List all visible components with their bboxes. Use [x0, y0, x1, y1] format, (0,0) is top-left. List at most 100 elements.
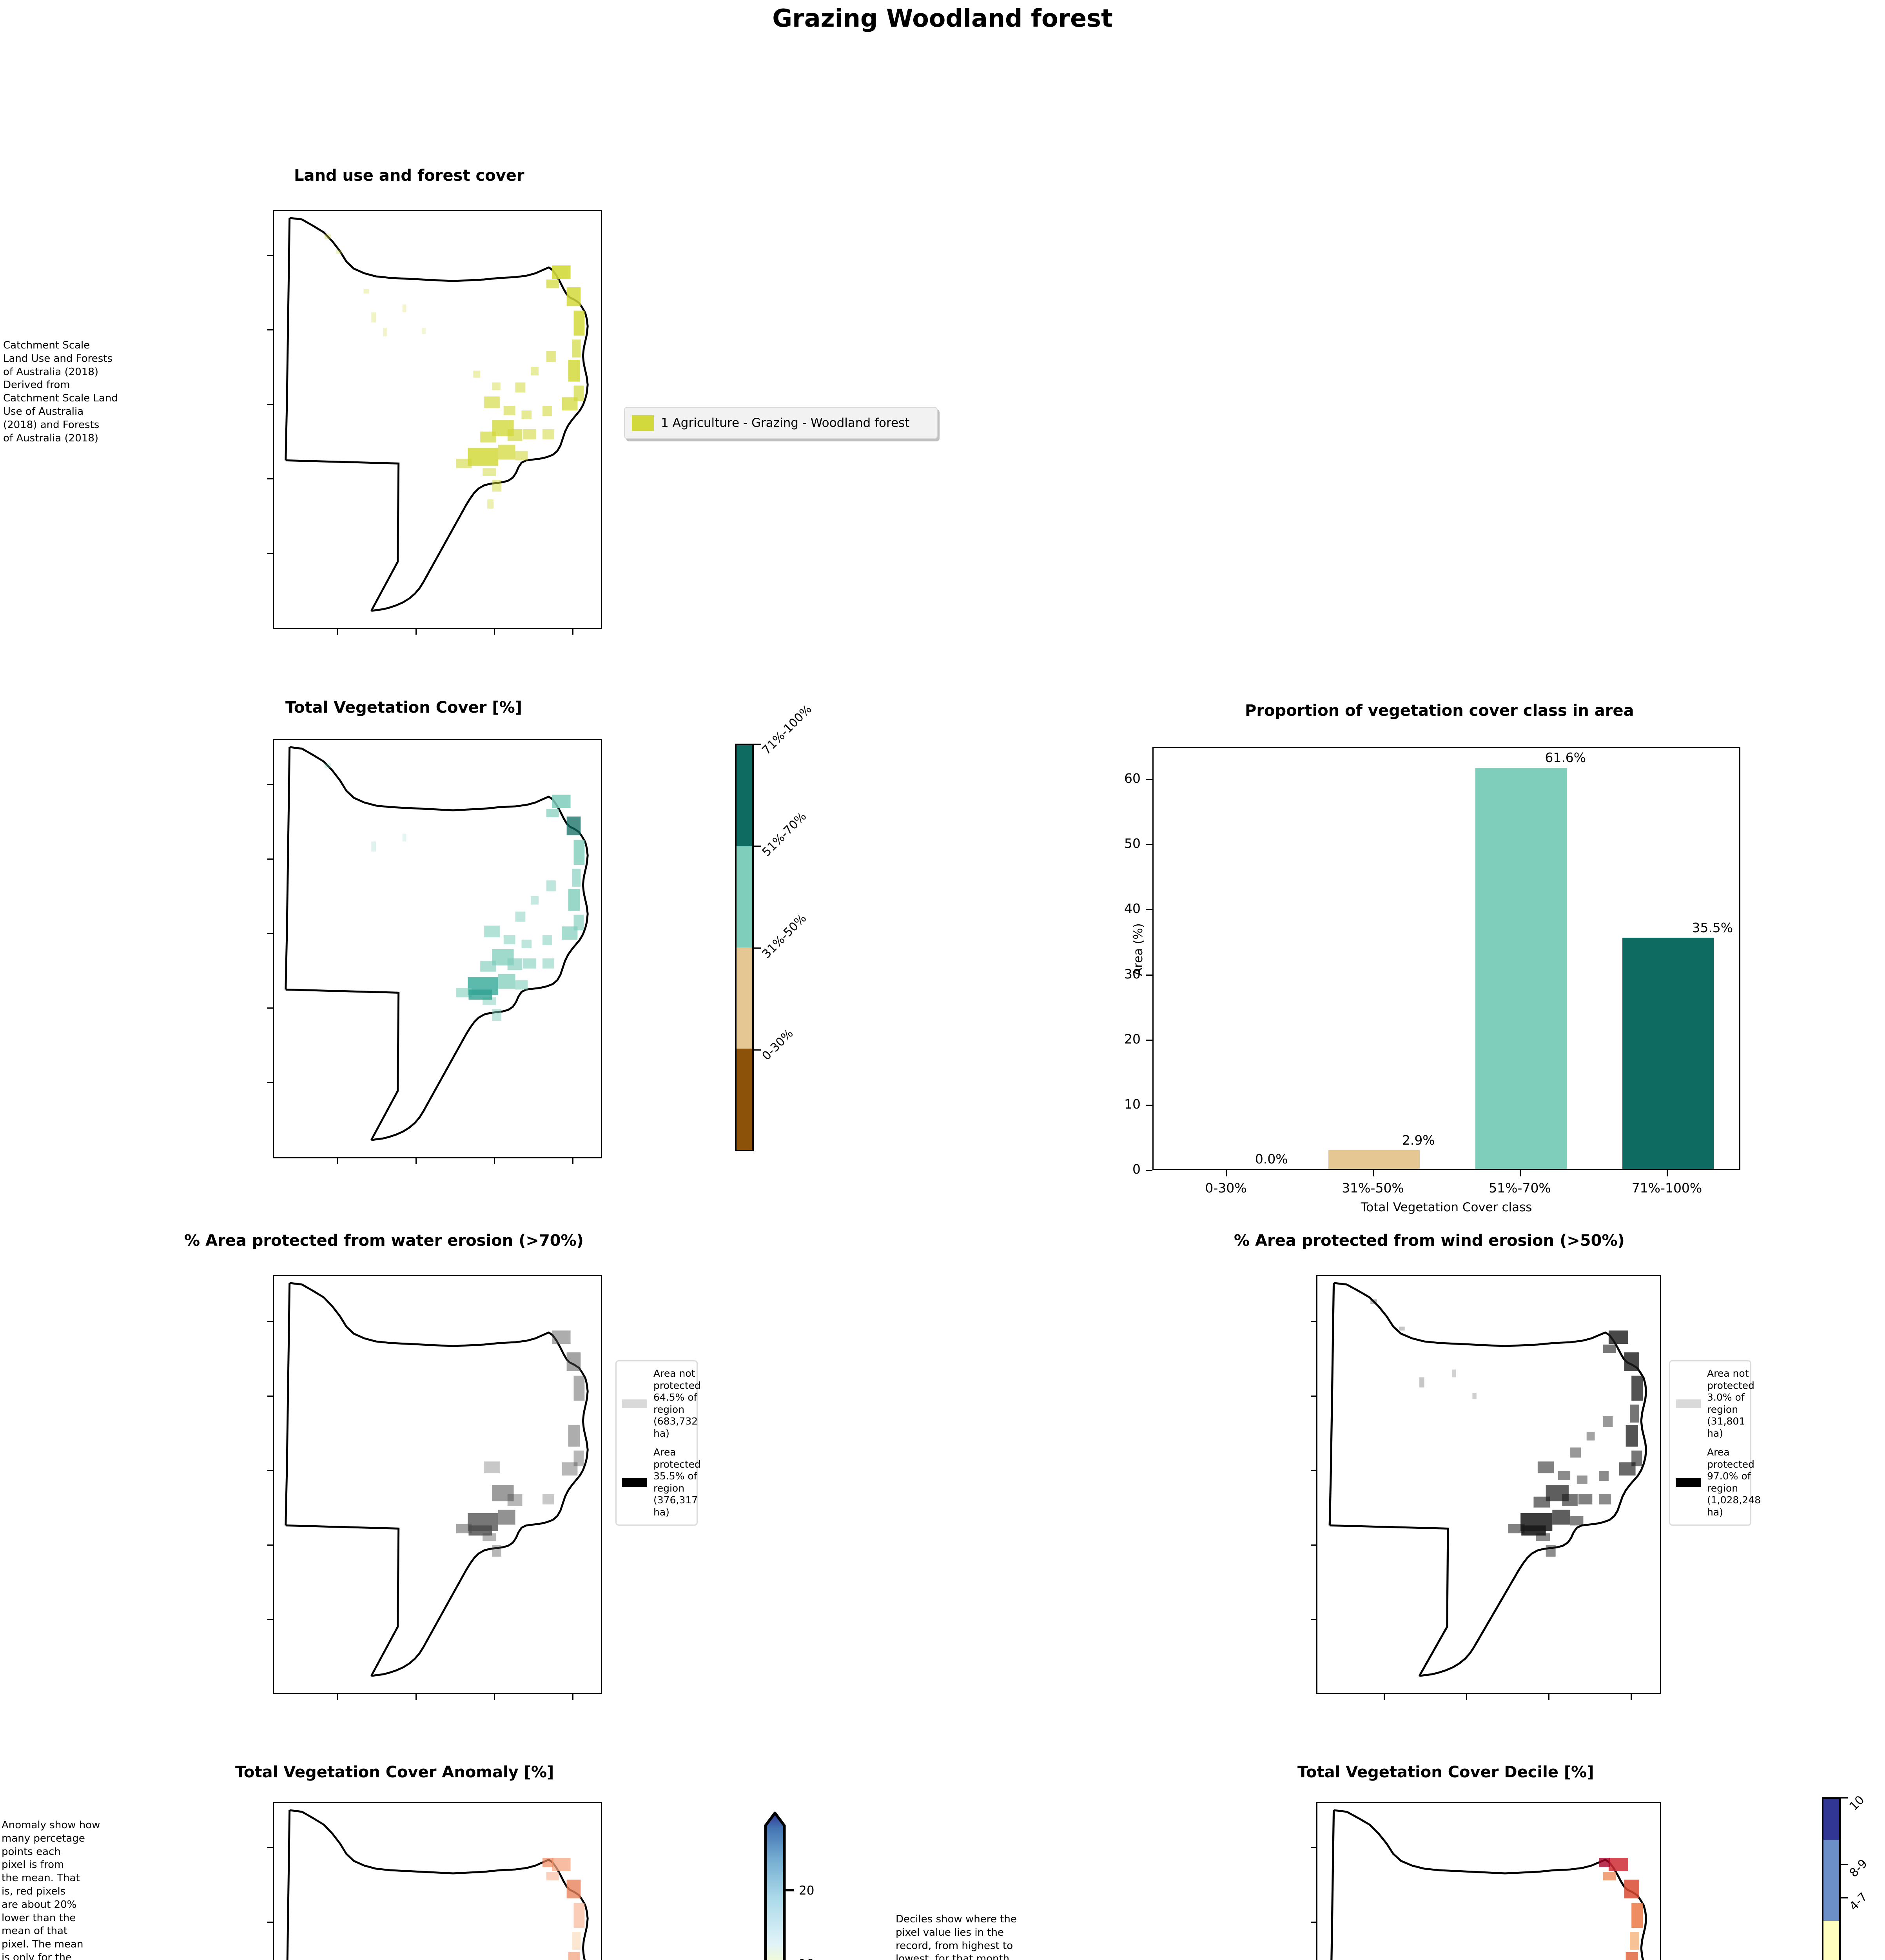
bar-chart-value-label: 0.0%: [1255, 1151, 1288, 1167]
bar-chart-x-tick: [1225, 1170, 1227, 1176]
legend-row: Area not protected 3.0% of region (31,80…: [1676, 1368, 1754, 1439]
map-tick: [267, 329, 273, 330]
legend-swatch-not-protected: [1676, 1399, 1701, 1408]
map-tick: [337, 629, 338, 635]
bar-chart-bar[interactable]: [1328, 1150, 1420, 1169]
map-tick: [267, 933, 273, 934]
veg-colorbar-label-4: 71%-100%: [759, 702, 815, 757]
map-tick: [267, 553, 273, 554]
map-tick: [267, 858, 273, 860]
bar-chart-x-tick-label: 31%-50%: [1342, 1180, 1404, 1196]
land-use-legend-label: 1 Agriculture - Grazing - Woodland fores…: [661, 416, 910, 430]
bar-chart-x-tick: [1372, 1170, 1374, 1176]
bar-chart-y-tick-label: 20: [1124, 1031, 1141, 1047]
veg-cover-panel-title: Total Vegetation Cover [%]: [285, 699, 523, 717]
bar-chart-value-label: 2.9%: [1402, 1132, 1435, 1148]
colorbar-tick: [754, 1049, 761, 1051]
map-tick: [267, 1922, 273, 1923]
bar-chart-x-tick: [1519, 1170, 1521, 1176]
veg-colorbar-label-2: 31%-50%: [759, 911, 809, 961]
map-tick: [267, 478, 273, 479]
map-land-use[interactable]: [273, 210, 602, 629]
anomaly-panel-title: Total Vegetation Cover Anomaly [%]: [235, 1763, 554, 1781]
legend-label-protected: Area protected 35.5% of region (376,317 …: [653, 1446, 701, 1518]
bar-chart-y-tick: [1146, 844, 1152, 846]
map-wind-erosion[interactable]: [1316, 1275, 1661, 1694]
legend-label-not-protected: Area not protected 3.0% of region (31,80…: [1707, 1368, 1754, 1439]
bar-chart-value-label: 61.6%: [1545, 750, 1586, 766]
bar-chart-y-tick-label: 0: [1132, 1161, 1141, 1177]
bar-chart-x-axis-label: Total Vegetation Cover class: [1361, 1200, 1532, 1214]
veg-colorbar-segment: [737, 1049, 752, 1150]
map-tick: [1548, 1694, 1549, 1700]
legend-swatch-protected: [1676, 1478, 1701, 1487]
bar-chart-y-tick: [1146, 1039, 1152, 1041]
decile-colorbar[interactable]: [1822, 1797, 1841, 1960]
map-tick: [267, 404, 273, 405]
map-tick: [1311, 1321, 1316, 1322]
colorbar-tick: [1841, 1797, 1848, 1798]
map-tick: [1311, 1470, 1316, 1471]
map-decile[interactable]: [1316, 1802, 1661, 1960]
map-water-erosion[interactable]: [273, 1275, 602, 1694]
map-tick: [1311, 1847, 1316, 1848]
map-tick: [267, 1619, 273, 1620]
colorbar-tick: [1841, 1897, 1848, 1898]
map-tick: [337, 1694, 338, 1700]
wind-erosion-legend[interactable]: Area not protected 3.0% of region (31,80…: [1669, 1360, 1761, 1526]
map-land-use-svg: [285, 217, 589, 612]
bar-chart-x-tick-label: 51%-70%: [1489, 1180, 1551, 1196]
map-tick: [572, 1694, 573, 1700]
page-title: Grazing Woodland forest: [772, 4, 1113, 33]
veg-cover-colorbar[interactable]: [735, 744, 754, 1151]
map-tick: [267, 1470, 273, 1471]
map-anomaly-svg: [286, 1809, 589, 1960]
map-tick: [1466, 1694, 1467, 1700]
anomaly-tick-label-20: 20: [799, 1884, 815, 1898]
colorbar-tick: [1841, 1864, 1848, 1865]
veg-colorbar-segment: [737, 846, 752, 947]
bar-chart-bar[interactable]: [1475, 768, 1567, 1169]
map-veg-cover-svg: [285, 746, 589, 1141]
map-tick: [1311, 1396, 1316, 1397]
bar-chart-y-tick: [1146, 909, 1152, 911]
map-tick: [494, 629, 495, 635]
bar-chart-y-tick-label: 40: [1124, 901, 1141, 916]
map-tick: [267, 1396, 273, 1397]
map-tick: [1311, 1922, 1316, 1923]
map-tick: [494, 1694, 495, 1700]
bar-chart-y-tick: [1146, 974, 1152, 976]
map-anomaly[interactable]: [273, 1802, 602, 1960]
map-tick: [1631, 1694, 1632, 1700]
colorbar-tick: [754, 947, 761, 949]
map-decile-svg: [1330, 1809, 1647, 1960]
map-tick: [267, 255, 273, 256]
water-erosion-legend[interactable]: Area not protected 64.5% of region (683,…: [615, 1360, 701, 1526]
bar-chart-plot-area: [1152, 747, 1740, 1170]
land-use-legend-swatch: [632, 415, 654, 431]
land-use-panel-title: Land use and forest cover: [294, 167, 524, 185]
bar-chart-title: Proportion of vegetation cover class in …: [1245, 702, 1634, 720]
decile-explanation-note: Deciles show where the pixel value lies …: [896, 1913, 1017, 1960]
colorbar-tick: [754, 744, 761, 745]
map-tick: [1384, 1694, 1385, 1700]
veg-colorbar-segment: [737, 745, 752, 846]
map-tick: [415, 1694, 417, 1700]
map-tick: [267, 1847, 273, 1848]
map-tick: [415, 1158, 417, 1164]
legend-label-not-protected: Area not protected 64.5% of region (683,…: [653, 1368, 701, 1439]
bar-chart-y-tick: [1146, 1170, 1152, 1171]
bar-chart-x-tick-label: 71%-100%: [1631, 1180, 1702, 1196]
map-tick: [267, 1082, 273, 1083]
map-tick: [267, 1007, 273, 1009]
land-use-legend[interactable]: 1 Agriculture - Grazing - Woodland fores…: [624, 407, 938, 439]
map-water-erosion-svg: [285, 1282, 589, 1677]
map-veg-cover[interactable]: [273, 739, 602, 1158]
anomaly-colorbar[interactable]: [755, 1797, 872, 1960]
bar-chart-bar[interactable]: [1622, 938, 1714, 1169]
legend-row: Area protected 35.5% of region (376,317 …: [622, 1446, 701, 1518]
legend-row: Area not protected 64.5% of region (683,…: [622, 1368, 701, 1439]
map-tick: [267, 1321, 273, 1322]
bar-chart-x-tick: [1666, 1170, 1668, 1176]
bar-chart-y-tick-label: 60: [1124, 771, 1141, 786]
